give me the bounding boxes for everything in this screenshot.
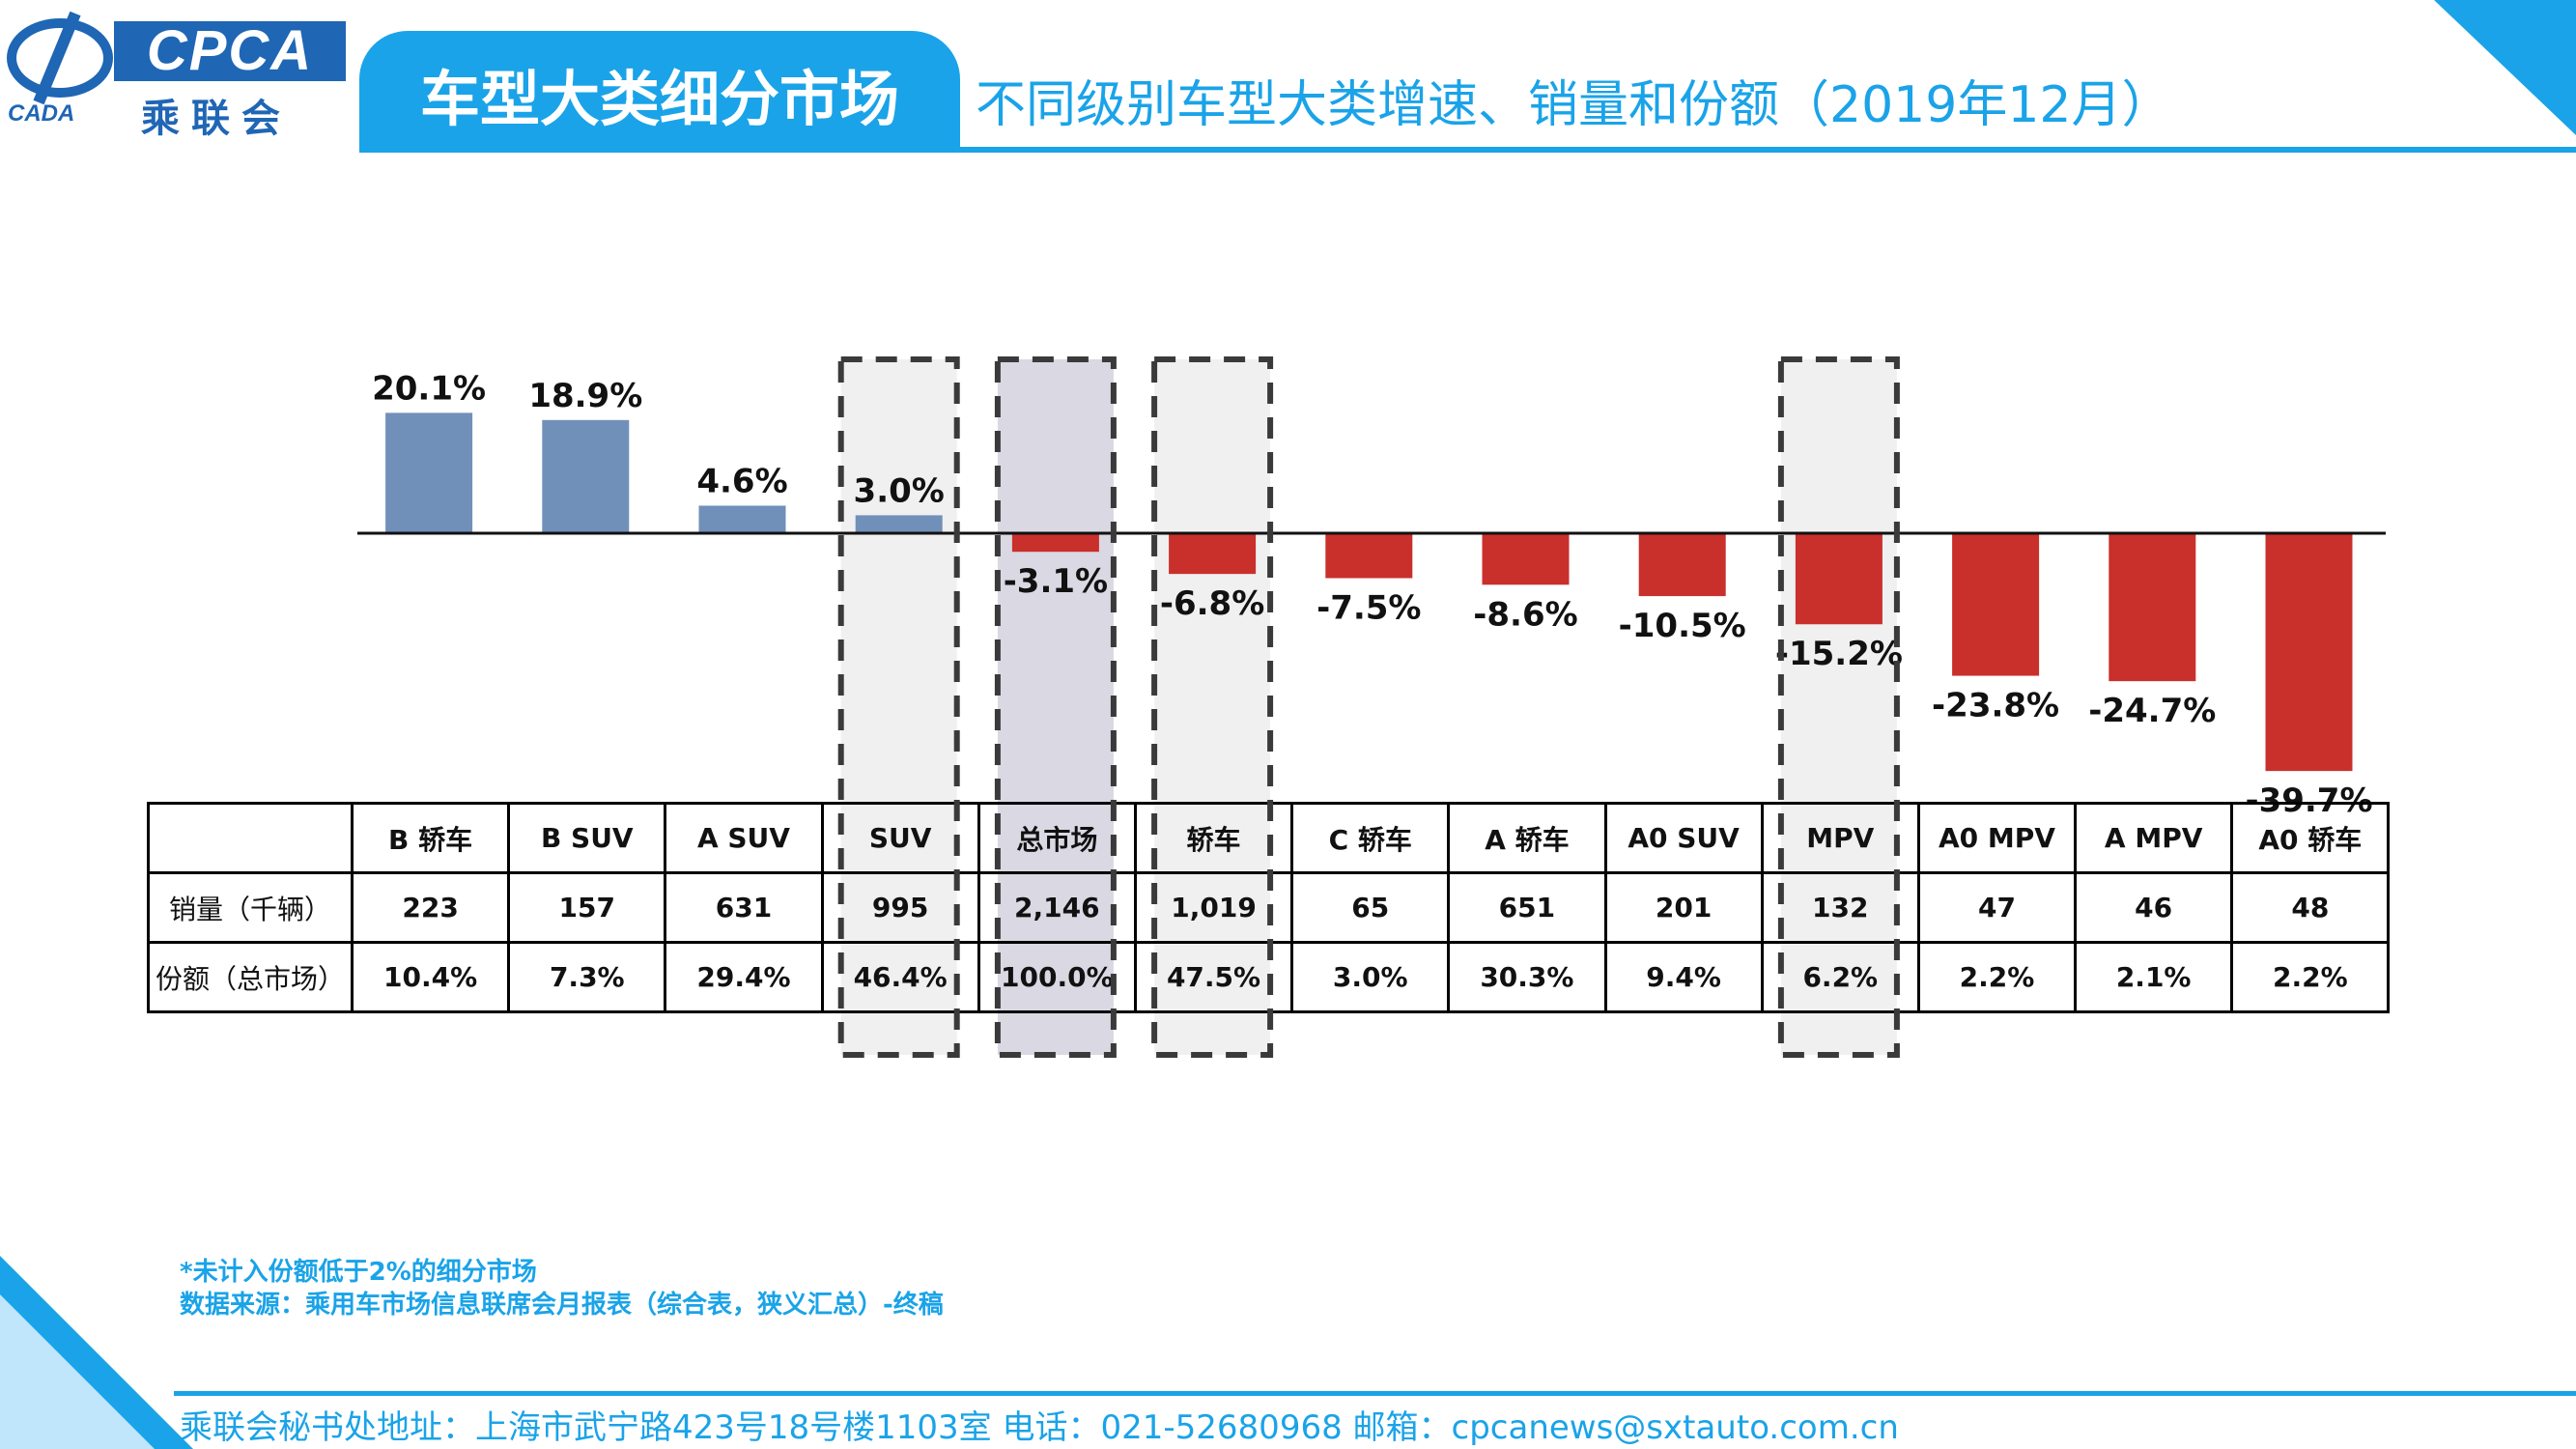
table-header-cell: A0 MPV [1916, 802, 2078, 874]
table-header-cell: MPV [1760, 802, 1920, 874]
table-cell: 2.1% [2074, 941, 2234, 1013]
page-subtitle: 不同级别车型大类增速、销量和份额（2019年12月） [976, 76, 2172, 134]
table-cell: 3.0% [1290, 941, 1451, 1013]
table-cell: 631 [664, 871, 824, 944]
row-label-share: 份额（总市场） [147, 941, 354, 1013]
table-cell: 30.3% [1447, 941, 1607, 1013]
table-cell: 132 [1760, 871, 1920, 944]
row-label-sales: 销量（千辆） [147, 871, 354, 944]
table-cell: 65 [1290, 871, 1451, 944]
footnote: *未计入份额低于2%的细分市场 [180, 1258, 537, 1287]
bar [1952, 533, 2040, 676]
bar [2265, 533, 2353, 772]
table-row-sales: 销量（千辆） 223 157 631 995 2,146 1,019 65 651 201 132… [147, 871, 2391, 944]
title-tab [359, 31, 960, 149]
table-header-cell: A SUV [664, 802, 824, 874]
table-cell: 223 [350, 871, 511, 944]
table-row-share: 份额（总市场） 10.4% 7.3% 29.4% 46.4% 100.0% 47.5% 3.… [147, 941, 2391, 1013]
table-header-cell: B SUV [507, 802, 667, 874]
data-label: 18.9% [528, 377, 642, 415]
data-label: -6.8% [1160, 584, 1264, 623]
table-header-cell: 轿车 [1133, 802, 1294, 874]
bar [855, 515, 943, 533]
table-cell: 48 [2230, 871, 2391, 944]
header-divider [359, 147, 2576, 153]
table-cell: 6.2% [1760, 941, 1920, 1013]
data-label: -15.2% [1775, 635, 1903, 673]
data-label: -10.5% [1619, 607, 1746, 645]
data-label: 4.6% [696, 462, 787, 500]
table-cell: 1,019 [1133, 871, 1294, 944]
data-label: -8.6% [1473, 595, 1577, 634]
table-cell: 46 [2074, 871, 2234, 944]
table-cell: 47.5% [1133, 941, 1294, 1013]
bar [1325, 533, 1413, 579]
table-cell: 201 [1603, 871, 1764, 944]
table-header-cell: A 轿车 [1447, 802, 1607, 874]
table-cell: 651 [1447, 871, 1607, 944]
data-label: -3.1% [1004, 562, 1108, 601]
data-label: 3.0% [854, 471, 945, 510]
table-header-cell: 总市场 [977, 802, 1137, 874]
table-cell: 995 [820, 871, 980, 944]
table-header-cell: A0 轿车 [2230, 802, 2391, 874]
table-cell: 9.4% [1603, 941, 1764, 1013]
cpca-logo-emblem [7, 11, 113, 105]
table-cell: 46.4% [820, 941, 980, 1013]
data-label: -23.8% [1932, 687, 2059, 725]
logo-cada: CADA [8, 100, 75, 127]
table-cell: 157 [507, 871, 667, 944]
table-header-row: B 轿车 B SUV A SUV SUV 总市场 轿车 C 轿车 A 轿车 A0 SUV MPV A… [147, 802, 2391, 874]
bar [1169, 533, 1257, 575]
footer-address: 乘联会秘书处地址：上海市武宁路423号18号楼1103室 电话：021-5268… [180, 1408, 1899, 1447]
logo-cpca: CPCA [114, 21, 346, 81]
logo-cn: 乘联会 [141, 97, 292, 141]
data-label: 20.1% [372, 369, 486, 408]
footer-divider [174, 1391, 2576, 1396]
table-header-cell: C 轿车 [1290, 802, 1451, 874]
table-header-cell: B 轿车 [350, 802, 511, 874]
table-cell: 47 [1916, 871, 2078, 944]
bar [1638, 533, 1726, 597]
data-source: 数据来源：乘用车市场信息联席会月报表（综合表，狭义汇总）-终稿 [180, 1291, 944, 1320]
table-header-cell: A MPV [2074, 802, 2234, 874]
table-cell: 2.2% [1916, 941, 2078, 1013]
bar [2109, 533, 2196, 682]
bar [542, 419, 630, 533]
bar [1482, 533, 1570, 585]
table-header-cell: SUV [820, 802, 980, 874]
data-label: -7.5% [1316, 589, 1421, 628]
table-cell: 29.4% [664, 941, 824, 1013]
page-title: 车型大类细分市场 [419, 64, 899, 134]
table-cell: 2,146 [977, 871, 1137, 944]
table-header-cell: A0 SUV [1603, 802, 1764, 874]
data-label: -24.7% [2088, 692, 2216, 730]
table-cell: 2.2% [2230, 941, 2391, 1013]
table-cell: 10.4% [350, 941, 511, 1013]
data-table: B 轿车 B SUV A SUV SUV 总市场 轿车 C 轿车 A 轿车 A0 SUV MPV A… [147, 802, 2391, 1013]
bar [1011, 533, 1099, 553]
table-corner [147, 802, 354, 874]
bar [698, 505, 786, 533]
table-cell: 7.3% [507, 941, 667, 1013]
table-cell: 100.0% [977, 941, 1137, 1013]
bar [385, 412, 473, 533]
bar [1795, 533, 1882, 625]
